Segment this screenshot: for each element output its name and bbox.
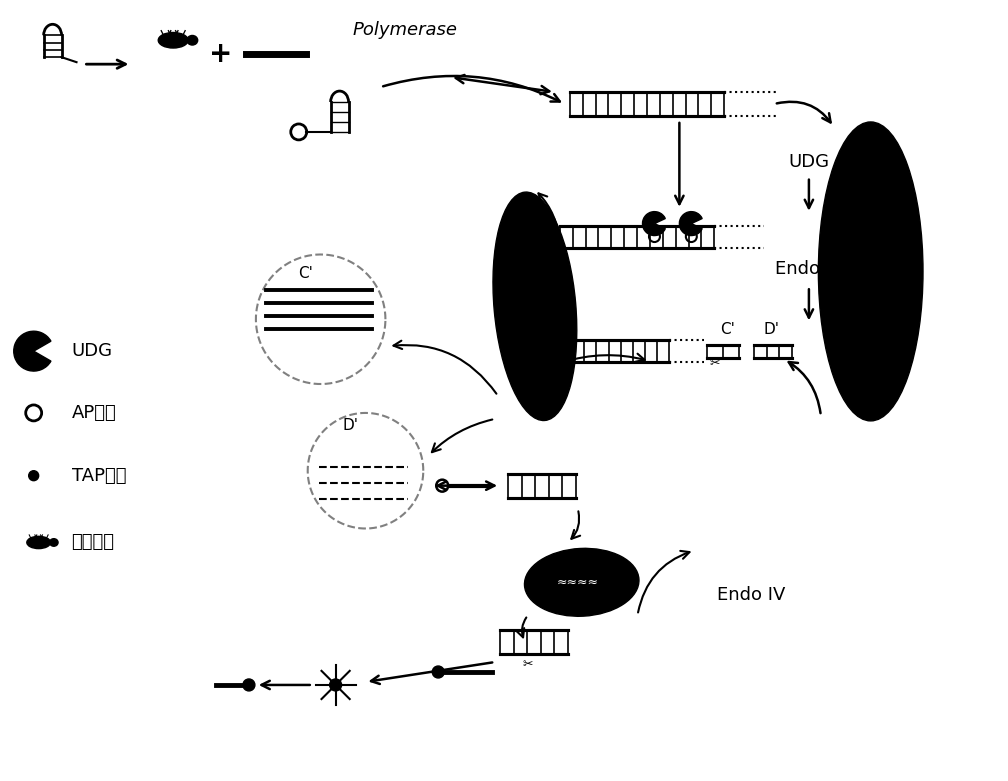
- Ellipse shape: [186, 35, 198, 45]
- Text: UDG: UDG: [72, 342, 113, 360]
- Text: Polymerase: Polymerase: [353, 21, 458, 39]
- Circle shape: [330, 679, 342, 691]
- Text: Endo IV: Endo IV: [718, 587, 785, 604]
- Wedge shape: [14, 331, 51, 371]
- Text: ✂: ✂: [523, 658, 533, 671]
- Wedge shape: [642, 212, 665, 236]
- Ellipse shape: [158, 33, 188, 48]
- Text: C': C': [298, 266, 313, 281]
- Text: D': D': [343, 419, 359, 433]
- Text: Endo IV: Endo IV: [775, 260, 843, 279]
- Text: TAP位点: TAP位点: [72, 467, 126, 485]
- Ellipse shape: [493, 192, 577, 420]
- Ellipse shape: [49, 539, 58, 546]
- Ellipse shape: [818, 122, 923, 421]
- Text: UDG: UDG: [788, 153, 830, 171]
- Text: ≈≈≈≈: ≈≈≈≈: [556, 576, 599, 589]
- Text: ✂: ✂: [709, 357, 720, 369]
- Text: +: +: [210, 40, 233, 68]
- Wedge shape: [679, 212, 703, 236]
- Text: AP位点: AP位点: [72, 404, 116, 422]
- Circle shape: [432, 666, 445, 678]
- Ellipse shape: [524, 548, 639, 616]
- Ellipse shape: [27, 537, 50, 548]
- Circle shape: [243, 679, 255, 691]
- Circle shape: [28, 471, 38, 480]
- Text: D': D': [763, 322, 779, 337]
- Text: C': C': [720, 322, 735, 337]
- Text: 沙门氏菌: 沙门氏菌: [72, 533, 115, 551]
